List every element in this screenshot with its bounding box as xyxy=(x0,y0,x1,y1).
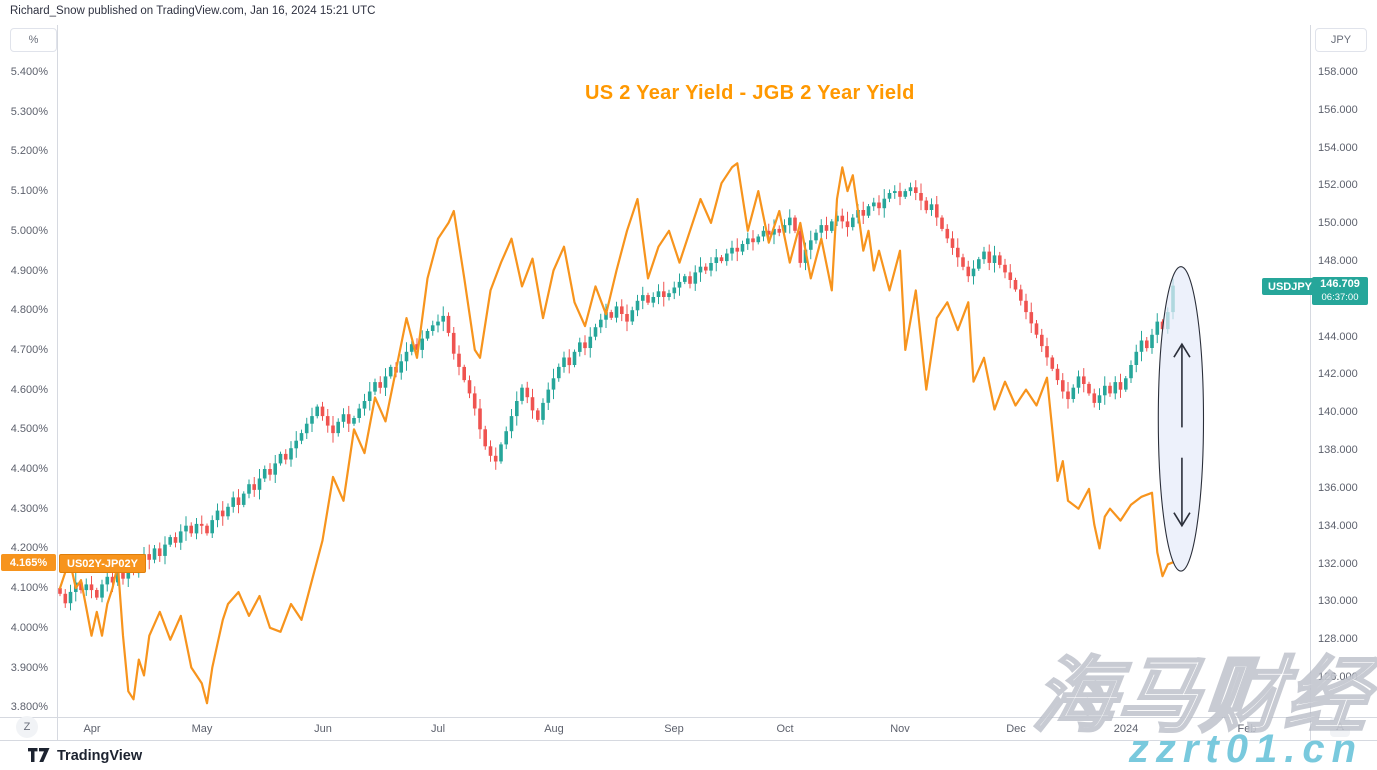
left-axis-tick: 4.100% xyxy=(10,582,48,594)
left-axis-tick: 4.500% xyxy=(10,423,48,435)
right-axis-tick: 156.000 xyxy=(1318,104,1358,116)
usdjpy-last-price: 146.709 xyxy=(1320,278,1360,290)
timezone-button[interactable]: Z xyxy=(16,716,38,738)
footer-border xyxy=(0,740,1377,741)
right-axis-tick: 158.000 xyxy=(1318,66,1358,78)
time-axis-tick: Feb xyxy=(1237,723,1257,735)
left-axis-tick: 3.900% xyxy=(10,662,48,674)
right-axis-tick: 134.000 xyxy=(1318,520,1358,532)
right-axis-tick: 152.000 xyxy=(1318,179,1358,191)
left-axis-tick: 5.300% xyxy=(10,106,48,118)
time-axis-tick: Jul xyxy=(430,723,446,735)
time-axis-border xyxy=(0,717,1377,718)
right-axis-tick: 132.000 xyxy=(1318,558,1358,570)
tradingview-logo-text[interactable]: TradingView xyxy=(57,747,143,764)
right-price-axis[interactable]: 158.000 156.000 154.000 152.000 150.000 148.0… xyxy=(1318,0,1376,740)
right-axis-tick: 126.000 xyxy=(1318,671,1358,683)
time-axis-tick: Sep xyxy=(664,723,684,735)
left-axis-tick: 4.600% xyxy=(10,384,48,396)
left-axis-tick: 5.200% xyxy=(10,145,48,157)
percent-axis-unit-button[interactable]: % xyxy=(10,28,57,52)
left-axis-tick: 4.700% xyxy=(10,344,48,356)
time-axis-tick: May xyxy=(191,723,213,735)
annotation-ellipse[interactable] xyxy=(1157,266,1205,572)
time-axis-tick: Aug xyxy=(544,723,564,735)
byline: Richard_Snow published on TradingView.co… xyxy=(10,5,376,17)
footer-bar: TradingView xyxy=(0,741,1377,770)
time-axis-tick: Apr xyxy=(83,723,101,735)
chart-title[interactable]: US 2 Year Yield - JGB 2 Year Yield xyxy=(585,82,915,104)
left-axis-tick: 5.400% xyxy=(10,66,48,78)
usdjpy-series-label-badge: USDJPY xyxy=(1262,278,1319,295)
usdjpy-bar-countdown: 06:37:00 xyxy=(1321,292,1359,303)
left-axis-tick: 4.400% xyxy=(10,463,48,475)
usdjpy-candles xyxy=(58,180,1175,611)
time-axis-tick: Jun xyxy=(314,723,332,735)
left-axis-tick: 4.200% xyxy=(10,542,48,554)
spread-series-label-badge: US02Y-JP02Y xyxy=(59,554,146,573)
left-axis-tick: 4.300% xyxy=(10,503,48,515)
left-axis-tick: 4.000% xyxy=(10,622,48,634)
spread-line xyxy=(58,162,1175,705)
left-axis-tick: 4.800% xyxy=(10,304,48,316)
left-axis-tick: 5.000% xyxy=(10,225,48,237)
left-axis-tick: 3.800% xyxy=(10,701,48,713)
spread-value-axis-badge: 4.165% xyxy=(1,554,56,571)
time-axis-tick: 2024 xyxy=(1113,723,1139,735)
time-axis[interactable]: Apr May Jun Jul Aug Sep Oct Nov Dec 2024 Feb xyxy=(0,717,1377,740)
auto-scale-button[interactable]: A xyxy=(1330,717,1350,737)
right-axis-tick: 154.000 xyxy=(1318,142,1358,154)
time-axis-tick: Nov xyxy=(890,723,910,735)
left-axis-border xyxy=(57,25,58,740)
tradingview-logo-icon[interactable] xyxy=(28,748,50,763)
time-axis-tick: Oct xyxy=(776,723,794,735)
usdjpy-price-badge: 146.709 06:37:00 xyxy=(1312,277,1368,305)
right-axis-tick: 140.000 xyxy=(1318,406,1358,418)
left-price-axis[interactable]: 5.400% 5.300% 5.200% 5.100% 5.000% 4.900% 4.80… xyxy=(0,0,48,740)
right-axis-tick: 138.000 xyxy=(1318,444,1358,456)
right-axis-tick: 144.000 xyxy=(1318,331,1358,343)
right-axis-tick: 128.000 xyxy=(1318,633,1358,645)
right-axis-tick: 148.000 xyxy=(1318,255,1358,267)
right-axis-border xyxy=(1310,25,1311,740)
right-axis-tick: 136.000 xyxy=(1318,482,1358,494)
left-axis-tick: 4.900% xyxy=(10,265,48,277)
right-axis-tick: 142.000 xyxy=(1318,368,1358,380)
right-axis-tick: 150.000 xyxy=(1318,217,1358,229)
right-axis-tick: 130.000 xyxy=(1318,595,1358,607)
jpy-axis-unit-button[interactable]: JPY xyxy=(1315,28,1367,52)
left-axis-tick: 5.100% xyxy=(10,185,48,197)
time-axis-tick: Dec xyxy=(1006,723,1026,735)
